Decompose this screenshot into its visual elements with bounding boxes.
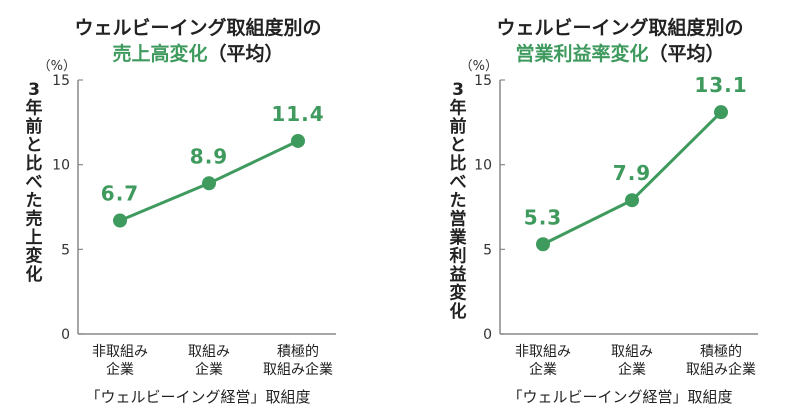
data-point bbox=[714, 105, 728, 120]
y-tick-label: 15 bbox=[474, 73, 492, 89]
y-axis-label: 3 年前と比べた営業利益変化 bbox=[450, 80, 467, 322]
data-point bbox=[625, 193, 639, 208]
data-label: 6.7 bbox=[101, 182, 139, 206]
y-axis-label: 3 年前と比べた売上変化 bbox=[26, 80, 43, 285]
chart-title: ウェルビーイング取組度別の bbox=[496, 16, 743, 39]
x-tick-label: 非取組み企業 bbox=[515, 344, 571, 378]
data-label: 8.9 bbox=[190, 144, 228, 168]
y-tick-label: 10 bbox=[474, 158, 492, 174]
x-tick-label: 積極的取組み企業 bbox=[686, 344, 756, 378]
y-tick-label: 5 bbox=[61, 242, 70, 258]
y-tick-label: 0 bbox=[61, 327, 70, 343]
data-label: 11.4 bbox=[271, 102, 324, 126]
data-label: 5.3 bbox=[524, 205, 562, 229]
chart-title: ウェルビーイング取組度別の bbox=[74, 16, 321, 39]
data-point bbox=[291, 133, 305, 148]
x-tick-label: 取組み企業 bbox=[611, 344, 653, 378]
y-tick-label: 15 bbox=[52, 73, 70, 89]
y-tick-label: 5 bbox=[483, 242, 492, 258]
x-axis-label: 「ウェルビーイング経営」取組度 bbox=[85, 388, 310, 406]
data-point bbox=[113, 213, 127, 228]
unit-label: （%） bbox=[460, 59, 498, 74]
x-axis-label: 「ウェルビーイング経営」取組度 bbox=[507, 388, 732, 406]
chart-subtitle: 売上高変化（平均） bbox=[112, 42, 283, 65]
data-label: 7.9 bbox=[613, 161, 651, 185]
chart-subtitle: 営業利益率変化（平均） bbox=[515, 42, 724, 65]
chart-subtitle-suffix: （平均） bbox=[649, 42, 725, 65]
x-tick-label: 非取組み企業 bbox=[92, 344, 148, 378]
x-tick-label: 積極的取組み企業 bbox=[263, 344, 333, 378]
data-point bbox=[536, 237, 550, 252]
data-point bbox=[202, 176, 216, 191]
unit-label: （%） bbox=[38, 59, 76, 74]
y-tick-label: 0 bbox=[483, 327, 492, 343]
chart-subtitle-accent: 営業利益率変化 bbox=[515, 42, 648, 65]
x-tick-label: 取組み企業 bbox=[188, 344, 230, 378]
data-label: 13.1 bbox=[694, 73, 747, 97]
chart-subtitle-suffix: （平均） bbox=[208, 42, 284, 65]
chart-subtitle-accent: 売上高変化 bbox=[112, 42, 207, 65]
y-tick-label: 10 bbox=[52, 158, 70, 174]
